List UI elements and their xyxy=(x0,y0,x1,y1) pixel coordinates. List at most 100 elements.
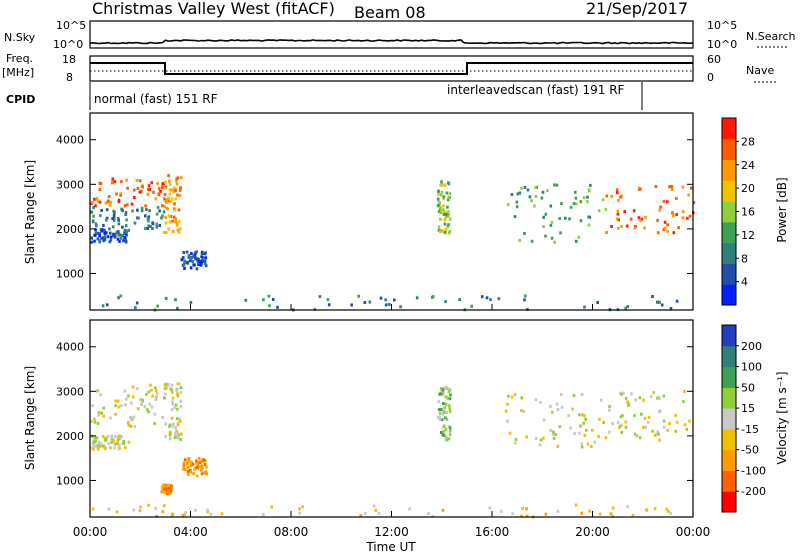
data-cell xyxy=(550,236,554,240)
data-cell xyxy=(510,193,514,196)
data-cell xyxy=(174,220,177,224)
data-cell xyxy=(197,258,200,261)
data-cell xyxy=(555,402,559,406)
data-cell xyxy=(164,435,167,438)
data-cell xyxy=(186,459,190,463)
data-cell xyxy=(178,419,182,423)
noise-right-tick-top: 10^5 xyxy=(707,19,737,32)
data-cell xyxy=(440,387,443,391)
data-cell xyxy=(197,456,201,460)
data-cell xyxy=(127,423,131,427)
data-cell xyxy=(174,218,177,222)
data-cell xyxy=(120,207,123,211)
data-cell xyxy=(131,209,134,213)
data-cell xyxy=(439,193,443,197)
data-cell xyxy=(525,435,528,439)
data-cell xyxy=(200,459,204,463)
data-cell xyxy=(163,491,166,495)
data-cell xyxy=(442,204,445,208)
data-cell xyxy=(161,214,164,218)
data-cell xyxy=(551,432,555,436)
data-cell xyxy=(599,398,603,402)
data-cell xyxy=(666,200,669,204)
data-cell xyxy=(170,390,174,394)
data-cell xyxy=(542,225,545,228)
data-cell xyxy=(167,196,171,200)
noise-left-tick-top: 10^5 xyxy=(56,19,86,32)
data-cell xyxy=(633,414,636,418)
data-cell xyxy=(448,397,452,401)
data-cell xyxy=(119,192,122,196)
data-cell xyxy=(578,431,581,435)
data-cell xyxy=(103,446,106,450)
data-cell xyxy=(368,300,372,304)
data-cell xyxy=(582,196,586,200)
data-cell xyxy=(587,223,591,227)
data-cell xyxy=(91,201,94,205)
data-cell xyxy=(644,215,647,219)
data-cell xyxy=(176,394,180,398)
data-cell xyxy=(645,508,648,512)
data-cell xyxy=(165,231,168,234)
data-cell xyxy=(480,295,484,299)
data-cell xyxy=(588,509,591,513)
data-cell xyxy=(164,422,167,426)
data-cell xyxy=(577,235,580,239)
data-cell xyxy=(363,301,367,304)
data-cell xyxy=(687,193,690,197)
data-cell xyxy=(616,191,619,195)
data-cell xyxy=(178,382,181,386)
data-cell xyxy=(99,393,102,397)
data-cell xyxy=(167,491,170,495)
data-cell xyxy=(154,197,158,201)
data-cell xyxy=(604,207,608,211)
data-cell xyxy=(200,468,203,472)
data-cell xyxy=(193,467,196,471)
data-cell xyxy=(668,185,671,189)
velocity-colorbar: 200 100 50 15 -15 -50 -100 -200 xyxy=(721,324,766,513)
data-cell xyxy=(443,410,446,414)
colorbar-cell xyxy=(722,242,736,264)
data-cell xyxy=(622,391,625,395)
data-cell xyxy=(620,224,623,228)
data-cell xyxy=(675,213,678,217)
data-cell xyxy=(662,199,666,203)
data-cell xyxy=(100,236,103,240)
data-cell xyxy=(146,408,149,412)
data-cell xyxy=(276,305,279,309)
scatter-region-7 xyxy=(608,390,691,442)
data-cell xyxy=(156,205,160,209)
data-cell xyxy=(123,235,126,239)
data-cell xyxy=(438,411,442,415)
data-cell xyxy=(437,210,441,214)
data-cell xyxy=(172,190,176,193)
data-cell xyxy=(569,426,572,430)
data-cell xyxy=(196,465,199,469)
data-cell xyxy=(186,462,189,465)
data-cell xyxy=(448,433,452,437)
data-cell xyxy=(155,395,158,399)
data-cell xyxy=(438,201,442,205)
data-cell xyxy=(446,225,449,228)
data-cell xyxy=(597,209,601,213)
data-cell xyxy=(444,228,447,232)
velocity-ylabel: Slant Range [km] xyxy=(23,366,37,470)
data-cell xyxy=(140,209,144,213)
data-cell xyxy=(117,434,120,438)
data-cell xyxy=(379,296,383,300)
data-cell xyxy=(602,421,605,424)
scatter-region-3 xyxy=(162,174,183,235)
data-cell xyxy=(92,440,95,444)
data-cell xyxy=(559,393,563,396)
data-cell xyxy=(124,403,127,407)
data-cell xyxy=(170,408,174,412)
data-cell xyxy=(446,396,450,400)
data-cell xyxy=(150,388,153,392)
data-cell xyxy=(534,398,538,402)
colorbar-tick-label: -15 xyxy=(741,423,759,436)
colorbar-frame xyxy=(721,324,737,513)
data-cell xyxy=(146,217,150,221)
colorbar-tick-label: -200 xyxy=(741,485,766,498)
data-cell xyxy=(165,488,168,491)
data-cell xyxy=(431,295,435,299)
